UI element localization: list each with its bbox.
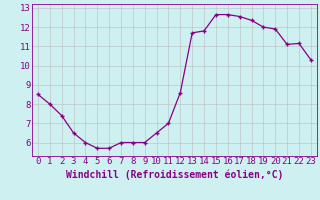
X-axis label: Windchill (Refroidissement éolien,°C): Windchill (Refroidissement éolien,°C) [66, 169, 283, 180]
